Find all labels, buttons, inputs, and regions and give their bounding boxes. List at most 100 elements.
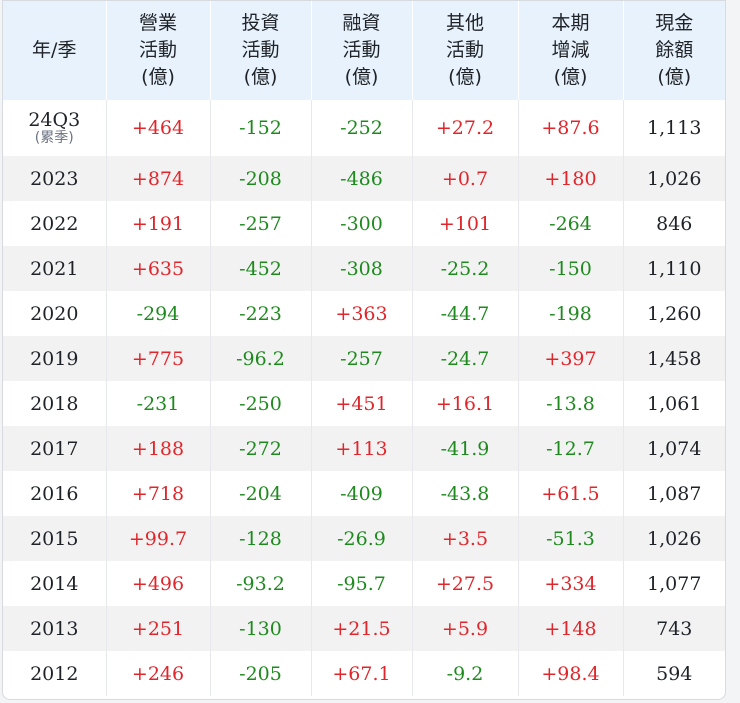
operating-cell: +246 — [106, 651, 211, 696]
period-cell: 2014 — [3, 561, 107, 606]
financing-cell: +113 — [311, 426, 413, 471]
period-label: 2023 — [30, 167, 79, 190]
header-balance: 現金餘額 (億) — [623, 1, 725, 100]
table-row: 2012 +246 -205 +67.1 -9.2 +98.4 594 — [3, 651, 725, 696]
table-header: 年/季 營業 活動 (億) 投資 活動 (億) 融資 活動 (億) 其他 活動 (億) 本期 增減 (億) 現金… — [3, 1, 725, 100]
other-cell: -24.7 — [412, 336, 519, 381]
header-label-line: 餘額 — [655, 39, 694, 61]
period-label: 2019 — [30, 347, 79, 370]
header-financing: 融資 活動 (億) — [311, 1, 413, 100]
header-other: 其他 活動 (億) — [412, 1, 519, 100]
period-label: 2017 — [30, 437, 79, 460]
change-cell: -51.3 — [518, 516, 624, 561]
period-label: 2016 — [30, 482, 79, 505]
header-label-line: 活動 — [241, 39, 280, 61]
other-cell: +3.5 — [412, 516, 519, 561]
financing-cell: -95.7 — [311, 561, 413, 606]
period-label: 2015 — [30, 527, 79, 550]
balance-cell: 1,110 — [623, 246, 725, 291]
header-operating: 營業 活動 (億) — [106, 1, 211, 100]
change-cell: +334 — [518, 561, 624, 606]
balance-cell: 1,026 — [623, 156, 725, 201]
period-cell: 2022 — [3, 201, 107, 246]
financing-cell: -257 — [311, 336, 413, 381]
period-cell: 2015 — [3, 516, 107, 561]
table-row: 2013 +251 -130 +21.5 +5.9 +148 743 — [3, 606, 725, 651]
period-label: 2021 — [30, 257, 79, 280]
table-row: 24Q3 (累季) +464 -152 -252 +27.2 +87.6 1,113 — [3, 100, 725, 156]
header-row: 年/季 營業 活動 (億) 投資 活動 (億) 融資 活動 (億) 其他 活動 (億) 本期 增減 (億) 現金… — [3, 1, 725, 100]
change-cell: +61.5 — [518, 471, 624, 516]
financing-cell: +21.5 — [311, 606, 413, 651]
financing-cell: +363 — [311, 291, 413, 336]
header-label-line: 融資 — [342, 12, 381, 34]
investing-cell: -208 — [210, 156, 312, 201]
table-row: 2023 +874 -208 -486 +0.7 +180 1,026 — [3, 156, 725, 201]
table-row: 2017 +188 -272 +113 -41.9 -12.7 1,074 — [3, 426, 725, 471]
header-label-line: (億) — [448, 66, 482, 88]
investing-cell: -250 — [210, 381, 312, 426]
investing-cell: -96.2 — [210, 336, 312, 381]
balance-cell: 743 — [623, 606, 725, 651]
operating-cell: +874 — [106, 156, 211, 201]
other-cell: -44.7 — [412, 291, 519, 336]
header-investing: 投資 活動 (億) — [210, 1, 312, 100]
header-label-line: 活動 — [138, 39, 177, 61]
period-label: 2020 — [30, 302, 79, 325]
other-cell: -43.8 — [412, 471, 519, 516]
period-label: 24Q3 — [28, 109, 81, 131]
change-cell: +148 — [518, 606, 624, 651]
operating-cell: +188 — [106, 426, 211, 471]
operating-cell: +191 — [106, 201, 211, 246]
balance-cell: 1,458 — [623, 336, 725, 381]
header-label-line: (億) — [657, 66, 692, 88]
table-row: 2019 +775 -96.2 -257 -24.7 +397 1,458 — [3, 336, 725, 381]
header-label-line: 本期 — [551, 12, 590, 34]
investing-cell: -204 — [210, 471, 312, 516]
operating-cell: +496 — [106, 561, 211, 606]
other-cell: -25.2 — [412, 246, 519, 291]
financing-cell: -252 — [311, 100, 413, 156]
period-label: 2013 — [30, 617, 79, 640]
financing-cell: +451 — [311, 381, 413, 426]
investing-cell: -257 — [210, 201, 312, 246]
operating-cell: +99.7 — [106, 516, 211, 561]
other-cell: +27.2 — [412, 100, 519, 156]
operating-cell: -294 — [106, 291, 211, 336]
cash-flow-table: 年/季 營業 活動 (億) 投資 活動 (億) 融資 活動 (億) 其他 活動 (億) 本期 增減 (億) 現金… — [3, 1, 725, 696]
other-cell: +16.1 — [412, 381, 519, 426]
period-cell: 2017 — [3, 426, 107, 471]
investing-cell: -130 — [210, 606, 312, 651]
financing-cell: -409 — [311, 471, 413, 516]
change-cell: +98.4 — [518, 651, 624, 696]
table-row: 2014 +496 -93.2 -95.7 +27.5 +334 1,077 — [3, 561, 725, 606]
change-cell: -198 — [518, 291, 624, 336]
other-cell: +27.5 — [412, 561, 519, 606]
period-cell: 2013 — [3, 606, 107, 651]
header-label-line: 營業 — [138, 12, 177, 34]
investing-cell: -93.2 — [210, 561, 312, 606]
investing-cell: -152 — [210, 100, 312, 156]
investing-cell: -272 — [210, 426, 312, 471]
operating-cell: +251 — [106, 606, 211, 651]
header-label-line: (億) — [553, 66, 588, 88]
other-cell: +101 — [412, 201, 519, 246]
header-label-line: 年/季 — [32, 39, 77, 61]
period-cell: 2023 — [3, 156, 107, 201]
financing-cell: -486 — [311, 156, 413, 201]
change-cell: +87.6 — [518, 100, 624, 156]
financing-cell: -26.9 — [311, 516, 413, 561]
period-note: (累季) — [34, 130, 74, 146]
balance-cell: 846 — [656, 212, 693, 235]
financing-cell: +67.1 — [311, 651, 413, 696]
period-cell: 2012 — [3, 651, 107, 696]
investing-cell: -452 — [210, 246, 312, 291]
balance-cell: 1,074 — [623, 426, 725, 471]
operating-cell: -231 — [106, 381, 211, 426]
period-cell: 2016 — [3, 471, 107, 516]
header-label-line: 現金 — [655, 12, 694, 34]
other-cell: +5.9 — [412, 606, 519, 651]
table-row: 2021 +635 -452 -308 -25.2 -150 1,110 — [3, 246, 725, 291]
change-cell: +180 — [518, 156, 624, 201]
header-label-line: 活動 — [342, 39, 381, 61]
